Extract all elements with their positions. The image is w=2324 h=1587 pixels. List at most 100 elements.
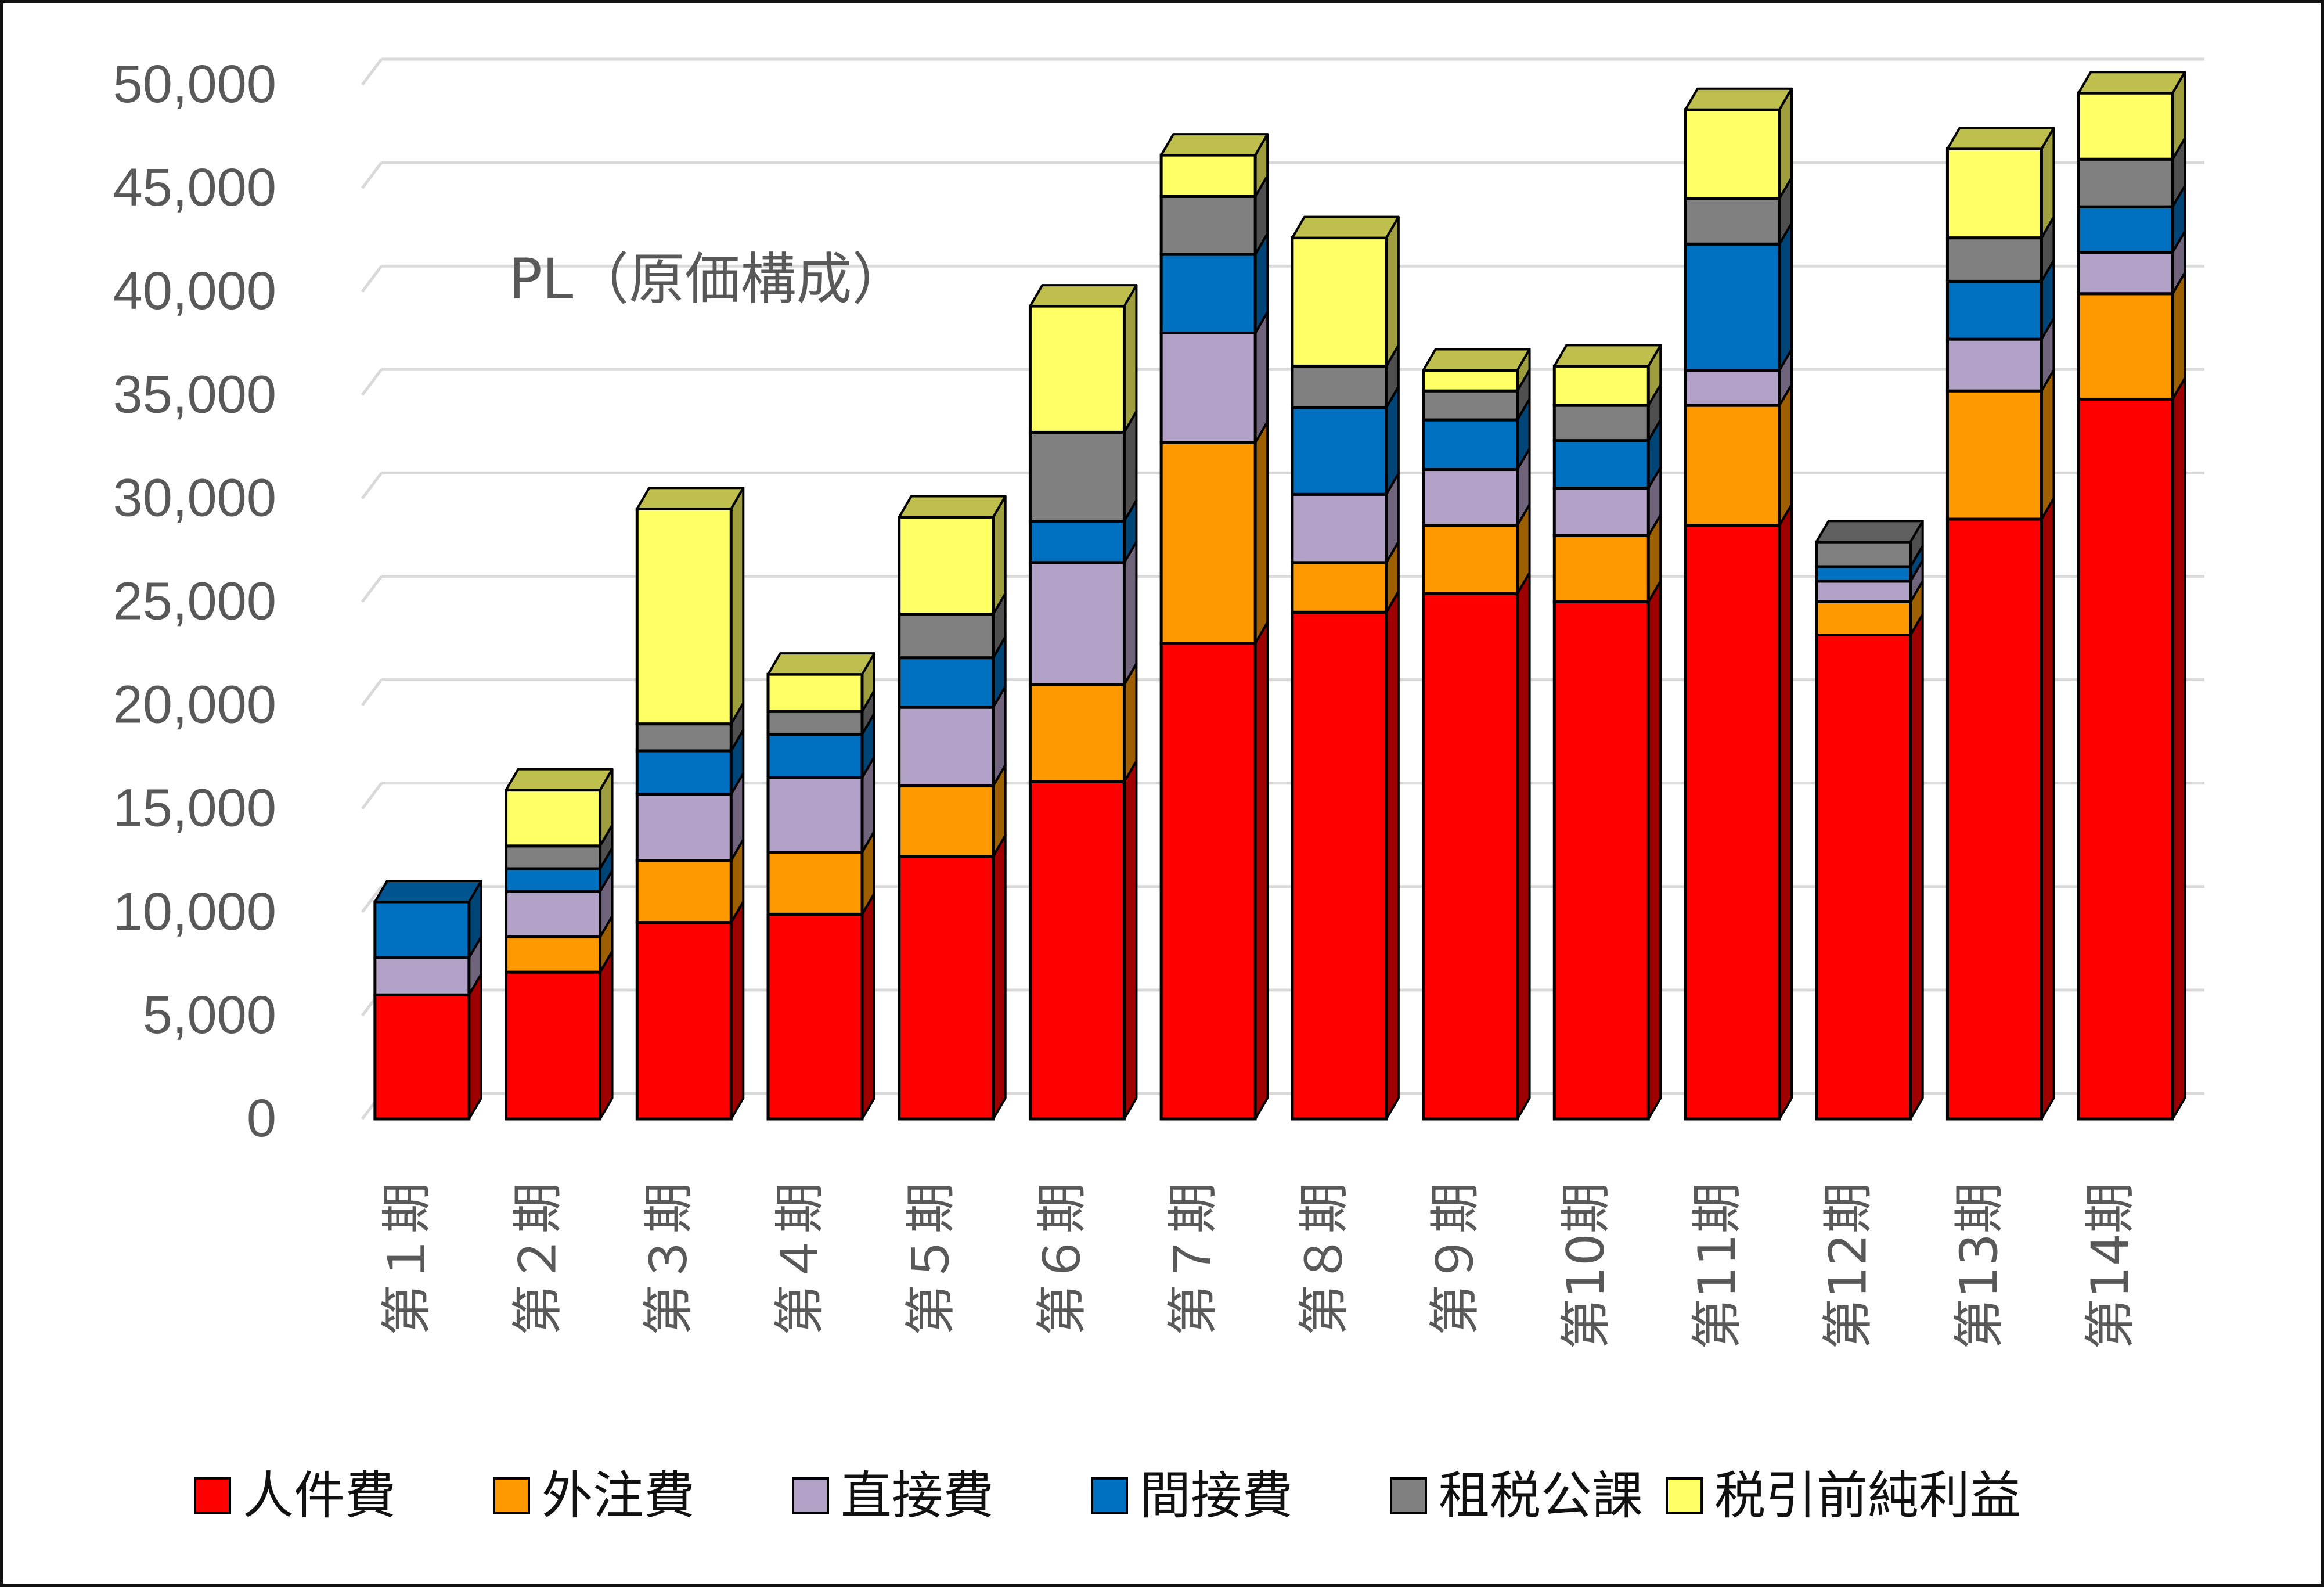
gridline-side — [361, 265, 383, 293]
bar-segment-side — [1123, 540, 1138, 686]
x-tick-label: 第10期 — [1556, 1182, 1616, 1350]
bar-segment — [766, 672, 864, 713]
gridline-side — [361, 472, 383, 499]
bars — [373, 71, 2186, 1121]
legend-swatch — [1390, 1477, 1427, 1514]
bar-segment — [1028, 430, 1126, 523]
bar-segment — [766, 776, 864, 854]
y-tick-label: 25,000 — [113, 572, 276, 631]
bar-segment — [635, 722, 733, 753]
bar-top — [373, 879, 482, 903]
legend-swatch — [792, 1477, 829, 1514]
bar-segment — [505, 970, 602, 1121]
legend: 人件費 外注費 直接費 間接費 租税公課 税引前純利益 — [194, 1466, 2021, 1525]
bar-segment-side — [2171, 377, 2186, 1120]
legend-item: 直接費 — [792, 1466, 994, 1525]
bar-segment — [1815, 633, 1912, 1121]
bar-segment-side — [2040, 497, 2055, 1120]
bar-segment — [1552, 439, 1650, 490]
bar-segment — [898, 784, 995, 858]
legend-label: 外注費 — [542, 1466, 695, 1525]
gridline-side — [361, 782, 383, 810]
legend-label: 人件費 — [243, 1466, 396, 1525]
stacked-bar-chart: 0 5,000 10,000 15,000 20,000 25,000 30,000 35,0… — [113, 55, 2204, 1525]
legend-swatch — [194, 1477, 231, 1514]
bar-segment — [1159, 253, 1257, 334]
bar-stack — [1945, 127, 2055, 1121]
x-tick-label: 第２期 — [507, 1182, 567, 1336]
y-tick-label: 10,000 — [113, 882, 276, 941]
bar-segment-side — [1778, 503, 1793, 1120]
x-tick-label: 第５期 — [901, 1182, 961, 1336]
bar-segment — [1815, 565, 1912, 583]
bar-stack — [505, 768, 614, 1121]
bar-segment-side — [1778, 383, 1793, 527]
bar-top — [1815, 520, 1924, 544]
bar-segment-side — [730, 900, 745, 1120]
bar-segment-side — [1123, 284, 1138, 434]
bar-segment — [1291, 406, 1388, 496]
bar-segment — [1552, 364, 1650, 407]
bar-segment-side — [1123, 760, 1138, 1120]
bar-top — [1553, 344, 1662, 368]
bar-segment — [1684, 404, 1781, 527]
x-tick-label: 第４期 — [770, 1182, 830, 1336]
bar-segment — [766, 851, 864, 916]
bar-segment — [1422, 389, 1519, 422]
bar-segment-side — [1385, 590, 1400, 1120]
bar-segment — [635, 749, 733, 796]
x-tick-label: 第13期 — [1949, 1182, 2009, 1350]
bar-segment — [1422, 592, 1519, 1121]
bar-top — [2077, 71, 2186, 95]
legend-label: 税引前純利益 — [1714, 1466, 2021, 1525]
y-tick-label: 15,000 — [113, 779, 276, 838]
bar-top — [1291, 215, 1400, 239]
bar-stack — [373, 879, 482, 1121]
legend-item: 外注費 — [493, 1466, 695, 1525]
bar-segment-side — [992, 834, 1007, 1120]
bar-segment — [898, 613, 995, 660]
x-tick-label: 第３期 — [639, 1182, 698, 1336]
bar-segment — [898, 855, 995, 1121]
y-tick-label: 50,000 — [113, 55, 276, 114]
bar-segment — [1291, 610, 1388, 1121]
bar-segment — [2077, 205, 2174, 254]
bar-segment — [1028, 683, 1126, 783]
bar-segment — [1422, 468, 1519, 527]
bar-segment — [1159, 441, 1257, 645]
legend-item: 間接費 — [1091, 1466, 1293, 1525]
legend-item: 税引前純利益 — [1666, 1466, 2021, 1525]
bar-segment — [1028, 780, 1126, 1121]
bar-segment — [635, 921, 733, 1121]
bar-segment — [1684, 369, 1781, 407]
bar-segment — [898, 706, 995, 788]
bar-segment — [1159, 195, 1257, 256]
y-tick-label: 30,000 — [113, 468, 276, 527]
bar-segment-side — [1385, 215, 1400, 368]
bar-segment-side — [2040, 369, 2055, 521]
bar-segment — [1028, 304, 1126, 434]
bar-segment — [2077, 157, 2174, 208]
bar-segment — [1815, 540, 1912, 568]
bar-segment-side — [730, 487, 745, 725]
gridline-side — [361, 58, 383, 86]
bar-segment — [1552, 487, 1650, 538]
bar-segment — [1945, 517, 2043, 1121]
x-tick-label: 第１期 — [377, 1182, 437, 1336]
x-axis-categories: 第１期 第２期 第３期 第４期 第５期 第６期 第７期 第８期 第９期 第10期 第11期 第12期 第… — [377, 1182, 2140, 1350]
bar-segment — [2077, 251, 2174, 296]
bar-segment — [1684, 524, 1781, 1121]
bar-segment — [2077, 91, 2174, 161]
bar-segment — [1552, 534, 1650, 603]
bar-segment-side — [1254, 420, 1269, 645]
bar-segment — [898, 656, 995, 709]
bar-segment — [1291, 561, 1388, 614]
legend-label: 直接費 — [841, 1466, 994, 1525]
x-tick-label: 第11期 — [1687, 1182, 1747, 1350]
bar-segment — [1159, 642, 1257, 1121]
bar-stack — [635, 487, 745, 1121]
bar-segment — [635, 859, 733, 924]
gridline-side — [361, 161, 383, 189]
bar-segment — [1945, 147, 2043, 240]
